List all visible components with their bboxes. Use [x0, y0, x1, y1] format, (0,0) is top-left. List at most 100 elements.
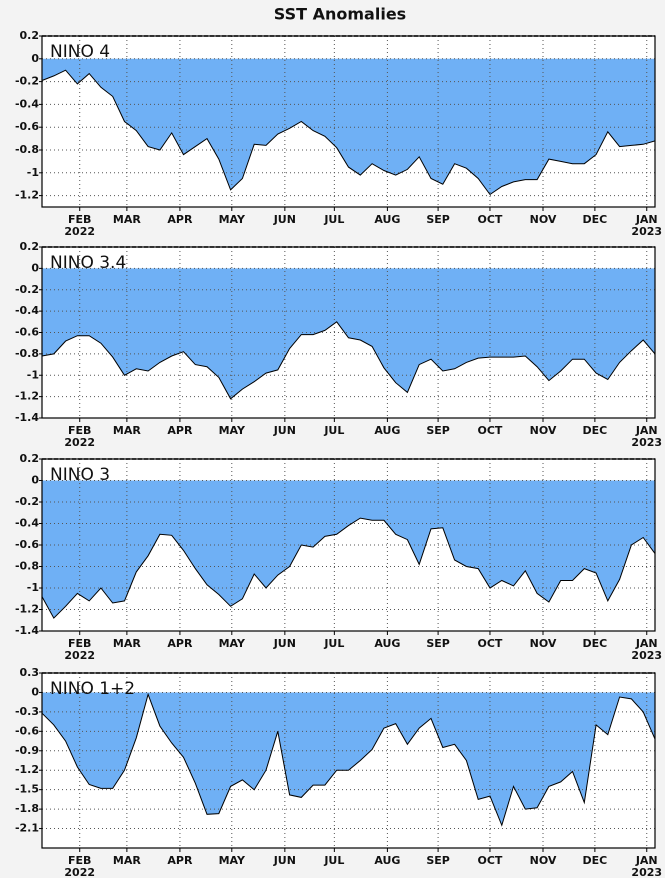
y-tick-label: 0 [31, 52, 39, 65]
x-tick-label: FEB [68, 213, 91, 226]
y-tick-label: 0.3 [20, 666, 40, 679]
y-tick-label: -1.4 [15, 411, 39, 424]
y-tick-label: -1 [27, 166, 39, 179]
x-tick-label: JAN [635, 424, 658, 437]
x-tick-label: MAR [113, 213, 141, 226]
y-tick-label: -0.4 [15, 304, 39, 317]
x-tick-label: AUG [374, 213, 400, 226]
y-tick-label: -1.2 [15, 763, 39, 776]
chart-title: SST Anomalies [274, 5, 406, 24]
y-tick-label: -0.3 [15, 705, 39, 718]
y-tick-label: -0.6 [15, 326, 39, 339]
panel-title: NINO 3 [50, 465, 110, 485]
panel-title: NINO 1+2 [50, 679, 135, 699]
x-tick-label: MAR [113, 424, 141, 437]
y-tick-label: 0 [31, 261, 39, 274]
y-tick-label: -1.8 [15, 802, 39, 815]
y-tick-label: -0.6 [15, 538, 39, 551]
x-tick-label: SEP [426, 854, 450, 867]
x-tick-label: AUG [374, 637, 400, 650]
x-year-label: 2023 [631, 866, 662, 878]
y-tick-label: -0.2 [15, 75, 39, 88]
x-tick-label: NOV [530, 424, 557, 437]
x-tick-label: AUG [374, 854, 400, 867]
y-tick-label: -0.6 [15, 724, 39, 737]
area-fill [42, 480, 655, 619]
x-tick-label: APR [167, 213, 193, 226]
y-tick-label: -1.4 [15, 624, 39, 637]
x-tick-label: OCT [477, 854, 502, 867]
x-year-label: 2022 [64, 866, 95, 878]
x-year-label: 2022 [64, 649, 95, 662]
y-tick-label: 0.2 [20, 240, 40, 253]
x-tick-label: JUL [323, 637, 344, 650]
y-tick-label: -0.2 [15, 495, 39, 508]
x-tick-label: DEC [583, 213, 608, 226]
x-tick-label: SEP [426, 213, 450, 226]
y-tick-label: -1 [27, 368, 39, 381]
x-year-label: 2023 [631, 649, 662, 662]
line [41, 321, 656, 400]
area-fill [42, 268, 655, 399]
x-year-label: 2023 [631, 436, 662, 449]
y-tick-label: -0.6 [15, 120, 39, 133]
x-tick-label: FEB [68, 424, 91, 437]
y-tick-label: -1.2 [15, 603, 39, 616]
y-tick-label: 0.2 [20, 452, 40, 465]
x-tick-label: MAY [219, 637, 246, 650]
x-year-label: 2023 [631, 225, 662, 238]
x-tick-label: OCT [477, 213, 502, 226]
panel-title: NINO 4 [50, 42, 110, 62]
x-tick-label: MAY [219, 854, 246, 867]
x-tick-label: JUN [273, 637, 296, 650]
x-tick-label: OCT [477, 424, 502, 437]
x-tick-label: DEC [583, 637, 608, 650]
line [41, 692, 656, 827]
y-tick-label: 0.2 [20, 29, 40, 42]
line [41, 517, 656, 619]
y-tick-label: -2.1 [15, 822, 39, 835]
y-tick-label: -0.4 [15, 517, 39, 530]
x-tick-label: DEC [583, 854, 608, 867]
x-tick-label: MAY [219, 424, 246, 437]
x-tick-label: JUN [273, 213, 296, 226]
x-tick-label: SEP [426, 424, 450, 437]
x-tick-label: DEC [583, 424, 608, 437]
x-tick-label: JAN [635, 854, 658, 867]
panel-title: NINO 3.4 [50, 253, 126, 273]
x-tick-label: NOV [530, 854, 557, 867]
x-tick-label: NOV [530, 213, 557, 226]
y-tick-label: -1.2 [15, 390, 39, 403]
x-tick-label: AUG [374, 424, 400, 437]
x-tick-label: APR [167, 637, 193, 650]
x-tick-label: NOV [530, 637, 557, 650]
x-tick-label: SEP [426, 637, 450, 650]
x-tick-label: JUN [273, 424, 296, 437]
y-tick-label: -1.2 [15, 189, 39, 202]
x-tick-label: MAR [113, 854, 141, 867]
y-tick-label: 0 [31, 685, 39, 698]
y-tick-label: -0.8 [15, 347, 39, 360]
x-tick-label: JUL [323, 424, 344, 437]
y-tick-label: -0.4 [15, 97, 39, 110]
x-tick-label: MAR [113, 637, 141, 650]
x-tick-label: JAN [635, 213, 658, 226]
y-tick-label: -1 [27, 581, 39, 594]
x-tick-label: FEB [68, 637, 91, 650]
area-fill [42, 58, 655, 195]
x-tick-label: JUN [273, 854, 296, 867]
x-tick-label: JUL [323, 213, 344, 226]
line [41, 69, 656, 196]
y-tick-label: 0 [31, 474, 39, 487]
y-tick-label: -0.8 [15, 560, 39, 573]
y-tick-label: -0.2 [15, 283, 39, 296]
y-tick-label: -0.8 [15, 143, 39, 156]
x-tick-label: JUL [323, 854, 344, 867]
x-tick-label: OCT [477, 637, 502, 650]
x-tick-label: APR [167, 854, 193, 867]
area-fill [42, 692, 655, 826]
x-tick-label: MAY [219, 213, 246, 226]
y-tick-label: -0.9 [15, 744, 39, 757]
y-tick-label: -1.5 [15, 783, 39, 796]
